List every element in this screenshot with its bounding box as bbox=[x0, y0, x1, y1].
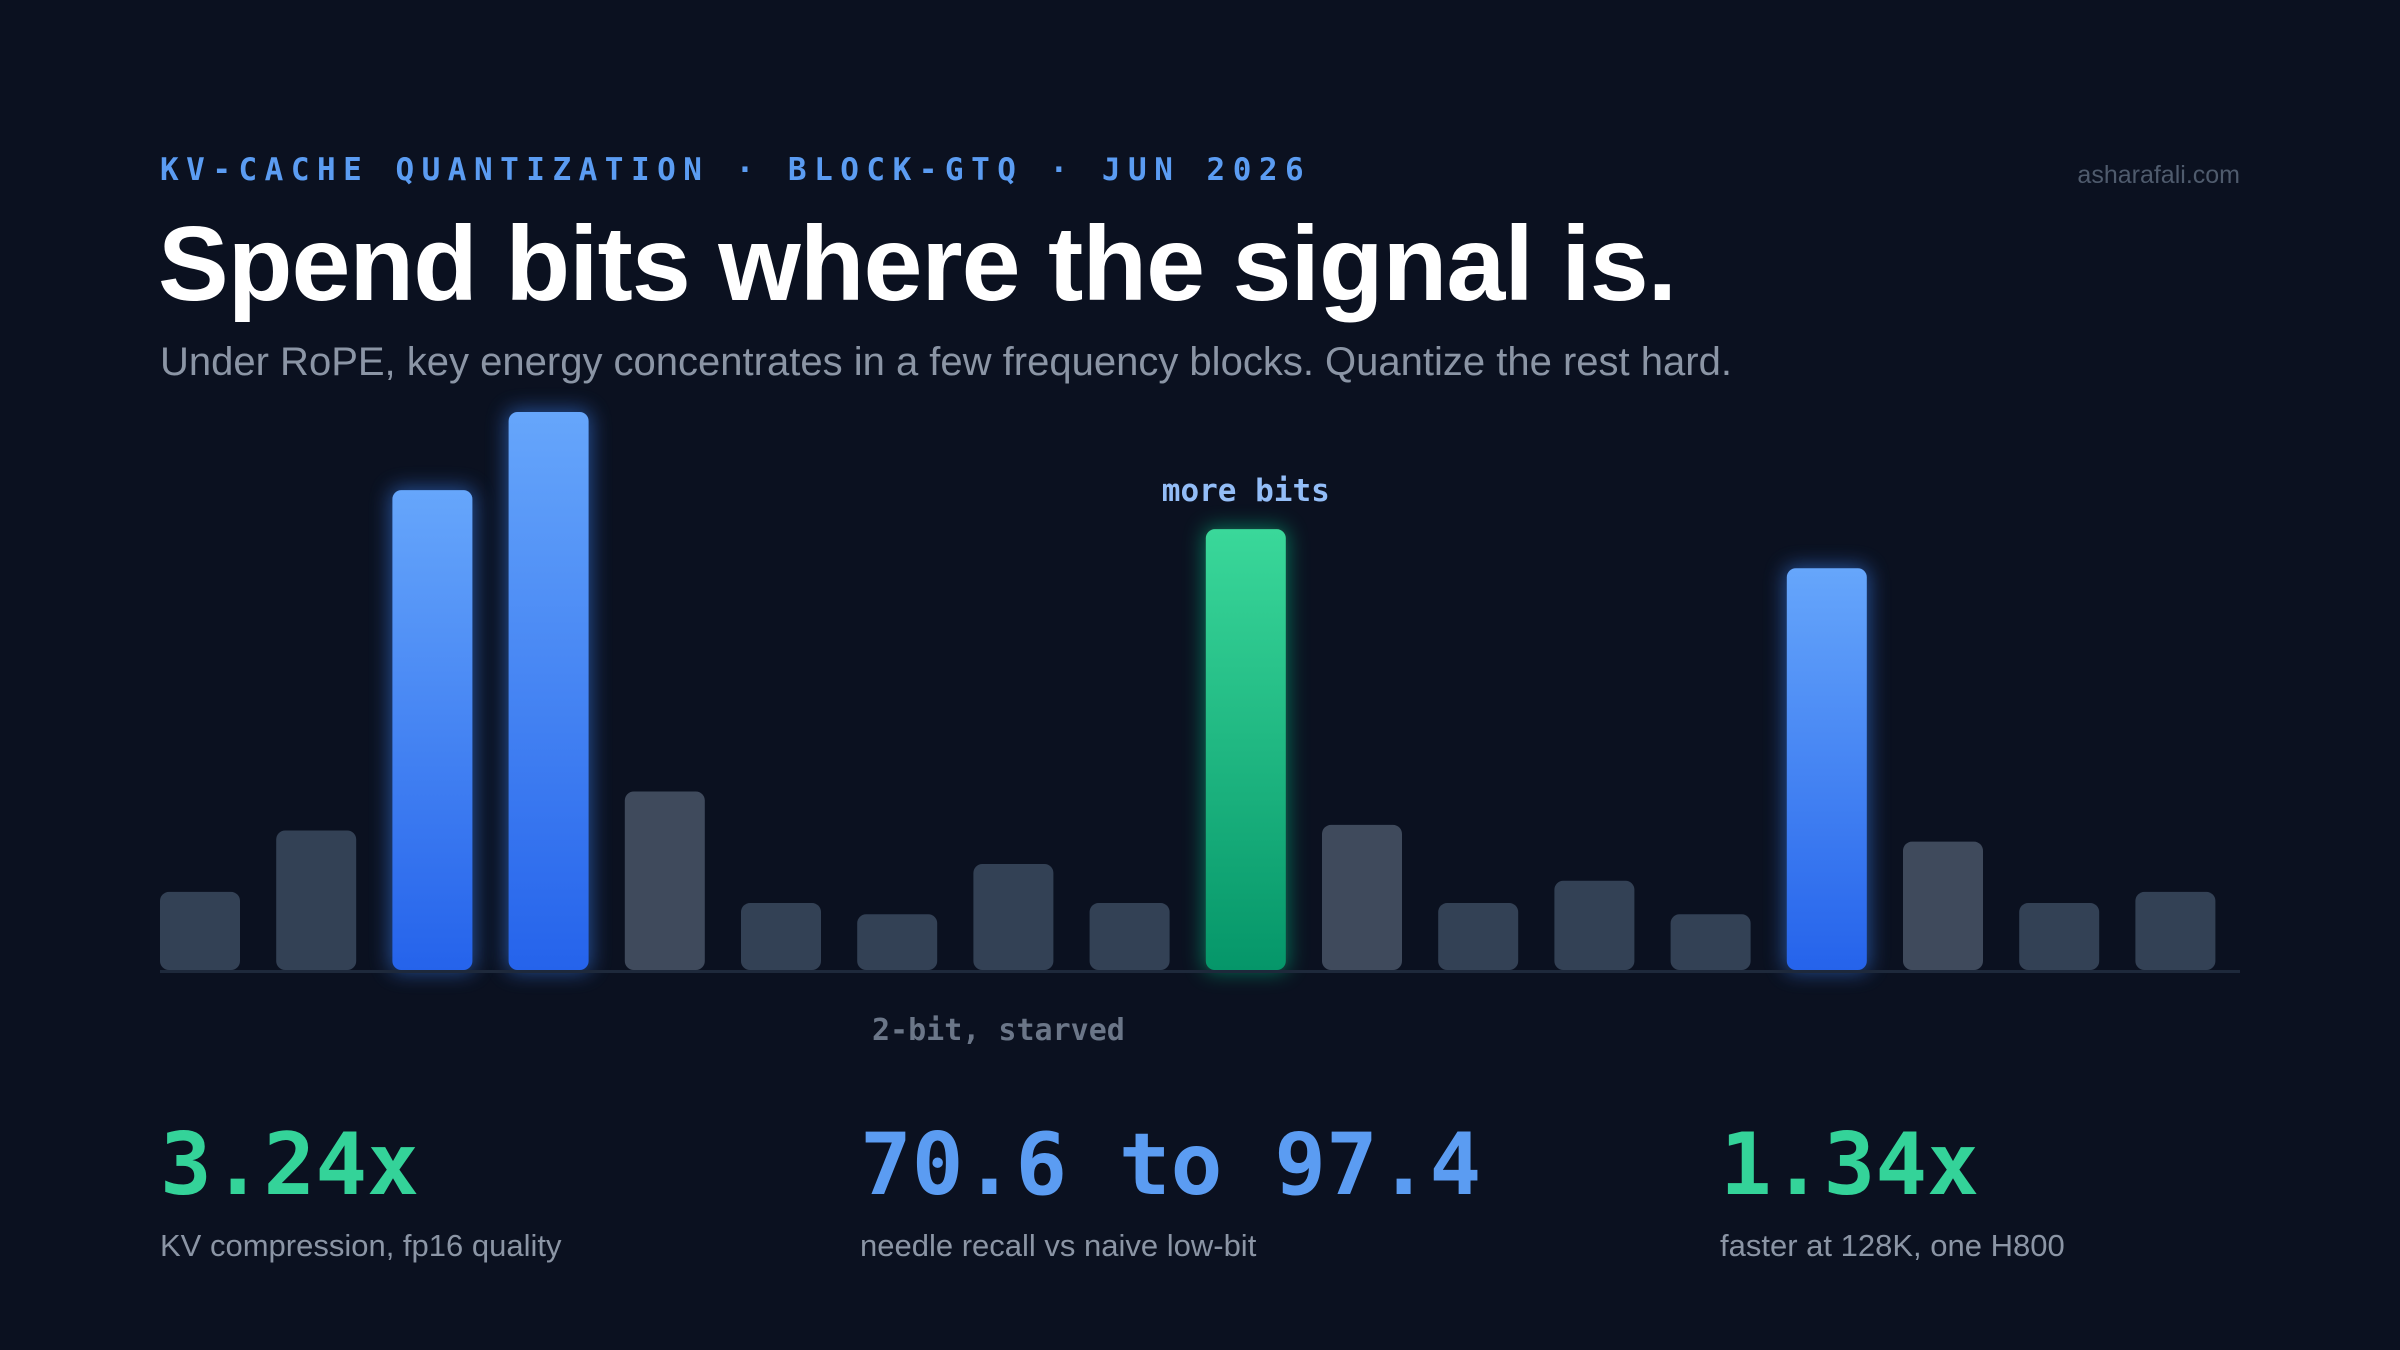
bar-block-2-highlighted bbox=[392, 490, 473, 970]
bar-block-8 bbox=[1089, 903, 1170, 970]
stat-speedup: 1.34x faster at 128K, one H800 bbox=[1720, 1122, 2065, 1264]
stat-label: needle recall vs naive low-bit bbox=[860, 1228, 1257, 1263]
eyebrow: KV-CACHE QUANTIZATION · BLOCK-GTQ · JUN … bbox=[160, 152, 1312, 188]
bar-block-12 bbox=[1554, 880, 1635, 970]
stat-value: 70.6 to 97.4 bbox=[860, 1115, 1482, 1215]
site-url: asharafali.com bbox=[2077, 161, 2240, 189]
annotation-more-bits: more bits bbox=[1162, 473, 1330, 509]
bar-block-7 bbox=[973, 863, 1054, 970]
annotation-starved: 2-bit, starved bbox=[872, 1013, 1125, 1048]
bar-block-3-highlighted bbox=[508, 412, 589, 970]
stat-value: 3.24x bbox=[160, 1115, 419, 1215]
bar-block-5 bbox=[741, 903, 821, 970]
stat-value: 1.34x bbox=[1720, 1115, 1979, 1215]
bar-block-1 bbox=[276, 830, 357, 970]
bar-block-16 bbox=[2019, 903, 2100, 970]
bar-block-9-highlighted bbox=[1205, 529, 1286, 970]
stat-compression: 3.24x KV compression, fp16 quality bbox=[160, 1122, 562, 1264]
stat-needle-recall: 70.6 to 97.4 needle recall vs naive low-… bbox=[860, 1122, 1481, 1264]
bar-block-14-highlighted bbox=[1786, 568, 1867, 970]
bar-block-15 bbox=[1903, 841, 1983, 970]
stat-label: faster at 128K, one H800 bbox=[1720, 1228, 2065, 1263]
bar-block-17 bbox=[2135, 891, 2216, 970]
bar-block-4 bbox=[624, 791, 705, 970]
bar-block-6 bbox=[857, 914, 938, 970]
bar-block-13 bbox=[1670, 914, 1751, 970]
bar-block-0 bbox=[160, 891, 240, 970]
page-subtitle: Under RoPE, key energy concentrates in a… bbox=[160, 340, 1732, 384]
page-title: Spend bits where the signal is. bbox=[158, 205, 1677, 323]
bar-block-10 bbox=[1322, 824, 1402, 970]
bar-block-11 bbox=[1438, 903, 1519, 970]
stat-label: KV compression, fp16 quality bbox=[160, 1228, 562, 1263]
